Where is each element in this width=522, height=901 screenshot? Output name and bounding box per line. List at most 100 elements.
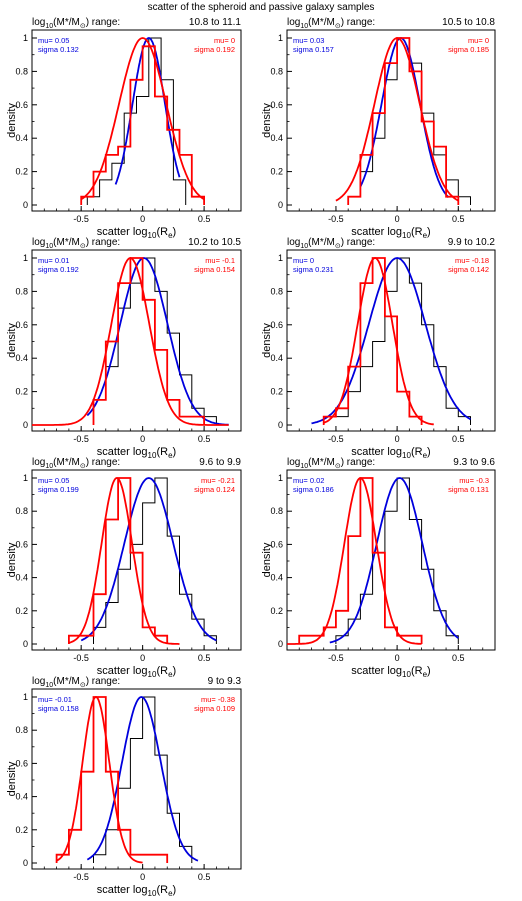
y-tick-label: 0.4 (15, 573, 28, 583)
y-tick-label: 0.6 (270, 100, 283, 110)
gaussian-fit-passive (80, 37, 205, 201)
y-tick-label: 0.6 (15, 539, 28, 549)
plot-frame (31, 688, 242, 870)
panel-header: log10(M*/M⊙) range: (32, 457, 120, 470)
gaussian-fit-spheroid (86, 257, 229, 426)
y-axis-label: density (6, 103, 18, 138)
mass-range-label: 9.9 to 10.2 (448, 237, 496, 248)
sigma-label-spheroid: sigma 0.186 (293, 485, 334, 494)
y-tick-label: 0.6 (15, 758, 28, 768)
x-tick-label: 0 (395, 653, 400, 663)
mu-label-spheroid: mu= 0.03 (293, 36, 324, 45)
x-tick-label: -0.5 (73, 434, 89, 444)
y-tick-label: 0.8 (270, 506, 283, 516)
sigma-label-spheroid: sigma 0.157 (293, 45, 334, 54)
panel-9.3-9.6: -0.5 0 0.5 0 0.2 0.4 0.6 0.8 1 log10(M*/M⊙) range… (261, 457, 496, 679)
y-tick-label: 0.6 (270, 539, 283, 549)
x-tick-label: -0.5 (328, 434, 344, 444)
mu-label-spheroid: mu= 0.05 (38, 36, 69, 45)
plot-frame (31, 249, 242, 432)
x-axis-label: scatter log10(Re) (351, 665, 430, 679)
gaussian-fit-spheroid (329, 477, 459, 644)
y-tick-label: 0.2 (270, 387, 283, 397)
panel-9-9.3: -0.5 0 0.5 0 0.2 0.4 0.6 0.8 1 log10(M*/M⊙) range… (6, 676, 242, 898)
gaussian-fit-passive (56, 696, 143, 864)
x-axis-label: scatter log10(Re) (97, 446, 176, 460)
panel-header: log10(M*/M⊙) range: (32, 237, 120, 250)
y-axis-label: density (6, 761, 18, 796)
panel-10.5-10.8: -0.5 0 0.5 0 0.2 0.4 0.6 0.8 1 log10(M*/M⊙) range… (261, 17, 496, 240)
histogram-passive (298, 477, 423, 644)
sigma-label-spheroid: sigma 0.158 (38, 704, 79, 713)
plot-frame (31, 469, 242, 651)
x-tick-label: 0.5 (452, 653, 465, 663)
gaussian-fit-passive (32, 257, 229, 426)
y-tick-label: 0.8 (270, 286, 283, 296)
mu-label-passive: mu= -0.18 (455, 256, 489, 265)
y-tick-label: 0.2 (270, 167, 283, 177)
x-tick-label: -0.5 (328, 214, 344, 224)
panel-10.2-10.5: -0.5 0 0.5 0 0.2 0.4 0.6 0.8 1 log10(M*/M⊙) range… (6, 237, 242, 460)
x-tick-label: 0 (395, 434, 400, 444)
y-axis-label: density (261, 323, 273, 358)
y-tick-label: 0 (23, 200, 28, 210)
y-axis-label: density (261, 103, 273, 138)
mu-label-passive: mu= -0.38 (201, 695, 235, 704)
sigma-label-passive: sigma 0.192 (194, 45, 235, 54)
panel-header: log10(M*/M⊙) range: (287, 237, 375, 250)
x-axis-label: scatter log10(Re) (97, 665, 176, 679)
histogram-passive (322, 257, 423, 425)
x-axis-label: scatter log10(Re) (351, 446, 430, 460)
mu-label-spheroid: mu= 0.01 (38, 256, 69, 265)
x-tick-label: -0.5 (73, 214, 89, 224)
gaussian-fit-spheroid (86, 696, 199, 862)
sigma-label-passive: sigma 0.124 (194, 485, 235, 494)
sigma-label-spheroid: sigma 0.132 (38, 45, 79, 54)
x-axis-label: scatter log10(Re) (97, 884, 176, 898)
y-tick-label: 0.4 (15, 353, 28, 363)
y-tick-label: 1 (278, 253, 283, 263)
y-tick-label: 0.8 (270, 66, 283, 76)
mu-label-passive: mu= -0.1 (205, 256, 235, 265)
mass-range-label: 10.2 to 10.5 (188, 237, 241, 248)
y-tick-label: 0 (23, 639, 28, 649)
y-tick-label: 0.4 (270, 353, 283, 363)
panel-9.9-10.2: -0.5 0 0.5 0 0.2 0.4 0.6 0.8 1 log10(M*/M⊙) range… (261, 237, 496, 460)
y-tick-label: 1 (278, 33, 283, 43)
y-tick-label: 0.8 (15, 725, 28, 735)
y-tick-label: 0 (23, 420, 28, 430)
mu-label-passive: mu= -0.3 (459, 476, 489, 485)
y-tick-label: 0 (278, 639, 283, 649)
sigma-label-spheroid: sigma 0.199 (38, 485, 79, 494)
panel-9.6-9.9: -0.5 0 0.5 0 0.2 0.4 0.6 0.8 1 log10(M*/M⊙) range… (6, 457, 242, 679)
y-tick-label: 0.6 (270, 320, 283, 330)
y-tick-label: 0.6 (15, 320, 28, 330)
x-tick-label: 0.5 (198, 872, 211, 882)
mu-label-passive: mu= -0.21 (201, 476, 235, 485)
x-tick-label: -0.5 (73, 653, 89, 663)
x-tick-label: 0 (395, 214, 400, 224)
y-tick-label: 0 (278, 420, 283, 430)
mu-label-passive: mu= 0 (468, 36, 489, 45)
y-tick-label: 1 (23, 692, 28, 702)
x-tick-label: 0 (140, 872, 145, 882)
sigma-label-passive: sigma 0.154 (194, 265, 235, 274)
y-tick-label: 0.2 (15, 167, 28, 177)
x-tick-label: -0.5 (328, 653, 344, 663)
gaussian-fit-spheroid (80, 477, 217, 642)
y-tick-label: 0.4 (270, 133, 283, 143)
y-axis-label: density (6, 323, 18, 358)
plot-frame (286, 29, 496, 212)
